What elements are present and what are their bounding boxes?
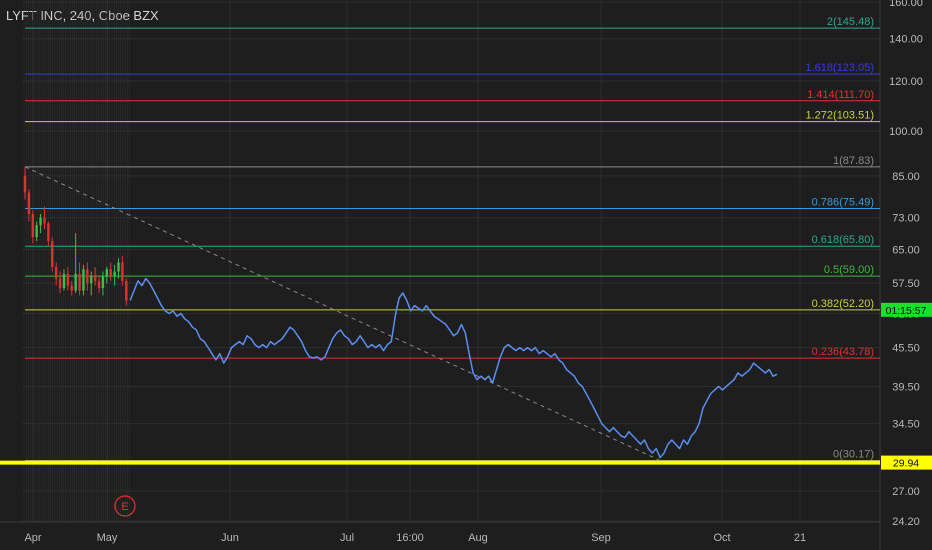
y-tick-label: 45.50	[892, 343, 920, 355]
candle-body	[78, 273, 81, 291]
y-tick-label: 140.00	[889, 34, 923, 46]
y-tick-label: 24.20	[892, 516, 920, 528]
fib-label-0.5: 0.5(59.00)	[824, 264, 874, 276]
candle-body	[105, 269, 109, 277]
candle-body	[66, 273, 70, 286]
fib-label-1.618: 1.618(123.05)	[806, 62, 875, 74]
fib-label-0.236: 0.236(43.78)	[812, 346, 874, 358]
candle-body	[121, 262, 124, 281]
candle-body	[62, 273, 66, 289]
x-tick-label: Apr	[24, 532, 41, 544]
y-tick-label: 65.00	[892, 245, 920, 257]
x-tick-label: May	[97, 532, 118, 544]
y-tick-label: 85.00	[892, 171, 920, 183]
y-tick-label: 120.00	[889, 76, 923, 88]
candle-body	[125, 280, 128, 301]
y-tick-label: 100.00	[889, 126, 923, 138]
candle-body	[51, 241, 54, 268]
fib-levels: 2(145.48) 1.618(123.05) 1.414(111.70) 1.272…	[0, 16, 880, 465]
price-badge	[881, 455, 932, 470]
candle-body	[82, 269, 85, 291]
candle-body	[35, 225, 38, 238]
candle-body	[27, 192, 31, 214]
candle-body	[23, 175, 27, 193]
y-tick-label: 160.00	[889, 0, 923, 9]
grid-lines	[0, 0, 881, 550]
price-line	[129, 277, 778, 459]
y-tick-label: 57.50	[892, 278, 920, 290]
x-tick-label: 21	[794, 532, 806, 544]
earnings-circle	[114, 495, 136, 517]
price-badge-label: 01:15:57	[886, 305, 927, 317]
candle-body	[70, 285, 73, 291]
fib-label-0.786: 0.786(75.49)	[812, 196, 874, 208]
fib-label-0.382: 0.382(52.20)	[812, 298, 874, 310]
fib-label-0: 0(30.17)	[833, 448, 874, 460]
candle-body	[117, 262, 120, 272]
candle-body	[39, 217, 42, 226]
fib-label-1.414: 1.414(111.70)	[807, 89, 874, 101]
candle-body	[74, 273, 77, 291]
y-tick-label: 34.50	[892, 419, 920, 431]
price-badges: 01:15:57 29.94	[881, 302, 932, 470]
price-badge	[881, 302, 932, 317]
x-tick-label: Oct	[713, 532, 730, 544]
x-tick-label: 16:00	[396, 532, 424, 544]
candle-body	[109, 269, 112, 277]
candle-body	[31, 213, 34, 238]
candle-body	[86, 269, 89, 284]
x-tick-label: Aug	[468, 532, 488, 544]
fib-label-0.618: 0.618(65.80)	[812, 234, 874, 246]
x-tick-label: Sep	[591, 532, 611, 544]
candle-body	[54, 267, 58, 279]
candle-body	[43, 217, 46, 224]
x-axis: Apr May Jun Jul 16:00 Aug Sep Oct 21	[24, 532, 806, 544]
candle-body	[97, 280, 101, 289]
candle-body	[90, 276, 93, 284]
y-axis: 160.00 140.00 120.00 100.00 85.00 73.00 65.00 5…	[889, 0, 923, 528]
fib-label-2: 2(145.48)	[827, 16, 874, 28]
y-tick-label: 27.00	[892, 486, 920, 498]
volume-bands	[23, 0, 130, 522]
fib-label-1: 1(87.83)	[833, 155, 874, 167]
candle-body	[93, 276, 97, 281]
x-tick-label: Jun	[221, 532, 239, 544]
y-tick-label: 39.50	[892, 381, 920, 393]
price-series	[129, 277, 778, 459]
candle-body	[113, 271, 116, 277]
candle-body	[47, 223, 50, 242]
candle-body	[58, 278, 62, 289]
earnings-marker[interactable]: E	[114, 495, 136, 517]
fib-label-1.272: 1.272(103.51)	[806, 110, 875, 122]
price-badge-label: 29.94	[893, 458, 919, 470]
candlesticks	[23, 166, 128, 306]
y-tick-label: 73.00	[892, 213, 920, 225]
candle-body	[101, 276, 105, 289]
x-tick-label: Jul	[340, 532, 354, 544]
earnings-label: E	[121, 501, 128, 513]
